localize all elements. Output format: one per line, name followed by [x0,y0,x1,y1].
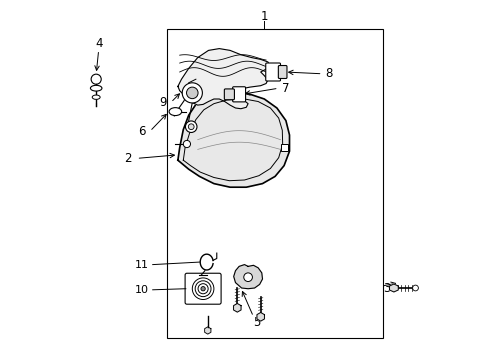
Bar [280,144,288,151]
Text: 10: 10 [135,285,148,295]
Text: 7: 7 [282,82,289,95]
FancyBboxPatch shape [232,87,245,102]
Circle shape [91,74,101,84]
FancyBboxPatch shape [224,89,234,100]
Text: 5: 5 [253,316,260,329]
Circle shape [244,273,252,282]
Text: 3: 3 [382,282,389,294]
Polygon shape [178,92,289,187]
Polygon shape [233,303,241,312]
Circle shape [186,87,198,99]
Polygon shape [256,312,264,321]
Text: 4: 4 [95,37,102,50]
Ellipse shape [169,108,182,116]
Polygon shape [389,284,397,292]
FancyBboxPatch shape [185,273,221,304]
Text: 9: 9 [160,96,167,109]
Polygon shape [178,49,269,109]
Text: 8: 8 [325,67,332,80]
Bar [167,29,382,338]
Ellipse shape [92,95,100,99]
Ellipse shape [90,85,102,91]
Circle shape [412,285,418,291]
Circle shape [201,287,205,291]
FancyBboxPatch shape [265,63,280,81]
Text: 1: 1 [260,10,267,23]
Text: 6: 6 [138,125,145,138]
Circle shape [183,140,190,148]
Polygon shape [204,327,210,334]
Circle shape [182,83,202,103]
Circle shape [188,124,194,130]
Text: 2: 2 [123,152,131,165]
Circle shape [185,121,197,132]
Text: 11: 11 [135,260,148,270]
FancyBboxPatch shape [278,66,286,78]
Polygon shape [233,265,262,289]
